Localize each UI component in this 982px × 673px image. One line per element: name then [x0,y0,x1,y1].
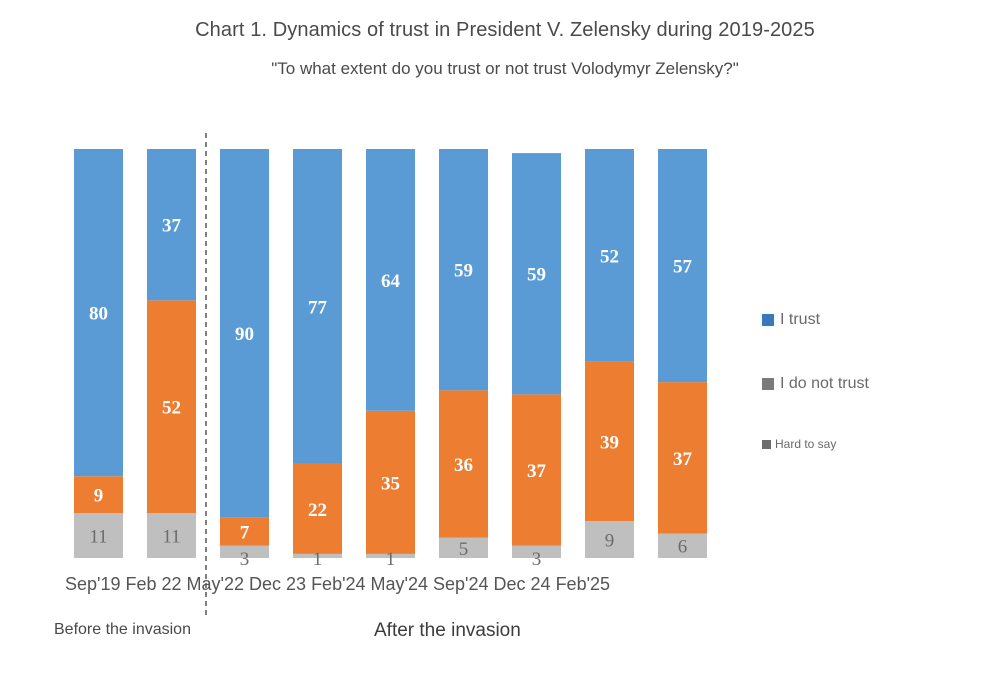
period-label-after-invasion: After the invasion [374,620,521,641]
data-label-hard-to-say-dec-24: 9 [605,531,615,552]
data-label-i-trust-dec-24: 52 [600,246,619,267]
data-label-i-do-not-trust-feb-22: 52 [162,398,181,419]
data-label-i-trust-may-22: 90 [235,324,254,345]
bar-segment-i-trust-dec-23 [293,149,342,464]
data-label-i-trust-dec-23: 77 [308,297,328,318]
x-tick-label: Sep'19 [65,574,121,594]
x-tick-label: Dec 24 [493,574,551,594]
bar-segment-hard-to-say-may-24 [439,537,488,558]
data-label-i-trust-sep-19: 80 [89,304,108,325]
legend-item-i-do-not-trust: I do not trust [762,375,869,393]
chart-subtitle: "To what extent do you trust or not trus… [271,59,739,78]
legend-label: I trust [780,311,821,328]
data-label-hard-to-say-dec-23: 1 [313,549,323,570]
bar-segment-i-do-not-trust-sep-24 [512,394,561,546]
data-label-hard-to-say-may-24: 5 [459,539,469,560]
x-tick-label: Dec 23 [249,574,307,594]
bar-segment-i-do-not-trust-may-22 [220,517,269,546]
data-label-i-do-not-trust-sep-19: 9 [94,486,104,507]
bar-segment-hard-to-say-feb-25 [658,533,707,558]
bar-segment-i-trust-sep-19 [74,149,123,477]
bar-segment-hard-to-say-feb-24 [366,553,415,558]
bar-segment-i-do-not-trust-may-24 [439,390,488,538]
legend-item-i-trust: I trust [762,311,820,329]
data-label-hard-to-say-feb-24: 1 [386,549,396,570]
bar-segment-hard-to-say-dec-23 [293,553,342,558]
data-label-hard-to-say-sep-24: 3 [532,549,542,570]
bar-segment-i-trust-feb-22 [147,149,196,301]
bar-segment-i-trust-sep-24 [512,153,561,395]
bar-segment-i-trust-may-22 [220,149,269,518]
legend-swatch-icon [762,439,771,449]
bar-segment-i-trust-may-24 [439,149,488,391]
period-label-before-invasion: Before the invasion [54,621,191,638]
data-label-i-trust-feb-24: 64 [381,271,401,292]
chart-title: Chart 1. Dynamics of trust in President … [195,19,815,41]
legend-label: Hard to say [775,437,837,451]
data-label-i-do-not-trust-dec-23: 22 [308,500,327,521]
data-label-i-trust-feb-22: 37 [162,216,182,237]
bar-segment-hard-to-say-may-22 [220,545,269,558]
bar-segment-i-do-not-trust-feb-24 [366,410,415,554]
bars-layer [74,149,707,558]
legend-swatch-icon [762,378,774,390]
data-label-i-trust-feb-25: 57 [673,257,693,278]
data-label-i-do-not-trust-feb-25: 37 [673,449,693,470]
data-label-hard-to-say-feb-22: 11 [162,527,180,548]
data-label-hard-to-say-feb-25: 6 [678,537,688,558]
data-label-hard-to-say-sep-19: 11 [89,527,107,548]
x-tick-label: Feb'24 [311,574,366,594]
bar-segment-hard-to-say-sep-24 [512,545,561,558]
legend-label: I do not trust [780,375,869,392]
bar-segment-i-do-not-trust-feb-25 [658,382,707,534]
data-label-hard-to-say-may-22: 3 [240,549,250,570]
x-tick-label: May'24 [370,574,429,594]
bar-segment-i-trust-dec-24 [585,149,634,362]
bar-segment-i-trust-feb-24 [366,149,415,411]
data-label-i-do-not-trust-dec-24: 39 [600,432,619,453]
x-tick-label: Sep'24 [433,574,489,594]
x-tick-label: May'22 [186,574,245,594]
legend-item-hard-to-say: Hard to say [762,437,836,451]
data-label-i-do-not-trust-may-22: 7 [240,522,250,543]
data-label-i-trust-may-24: 59 [454,261,473,282]
x-axis-labels: Sep'19 Feb 22 May'22 Dec 23 Feb'24 May'24 Sep'… [65,574,615,595]
bar-segment-hard-to-say-feb-22 [147,513,196,558]
bar-segment-i-do-not-trust-dec-24 [585,361,634,522]
data-label-i-trust-sep-24: 59 [527,265,546,286]
bar-segment-hard-to-say-sep-19 [74,513,123,558]
bar-segment-i-do-not-trust-dec-23 [293,463,342,554]
data-label-i-do-not-trust-feb-24: 35 [381,473,400,494]
x-tick-label: Feb 22 [125,574,182,594]
data-label-i-do-not-trust-may-24: 36 [454,455,473,476]
bar-segment-i-trust-feb-25 [658,149,707,383]
data-label-i-do-not-trust-sep-24: 37 [527,461,547,482]
bar-segment-hard-to-say-dec-24 [585,521,634,558]
bar-segment-i-do-not-trust-feb-22 [147,300,196,514]
data-labels-layer: 1198011523737901227713564536593375993952… [89,216,693,570]
x-tick-label: Feb'25 [555,574,611,594]
legend-swatch-icon [762,314,774,326]
bar-segment-i-do-not-trust-sep-19 [74,476,123,514]
